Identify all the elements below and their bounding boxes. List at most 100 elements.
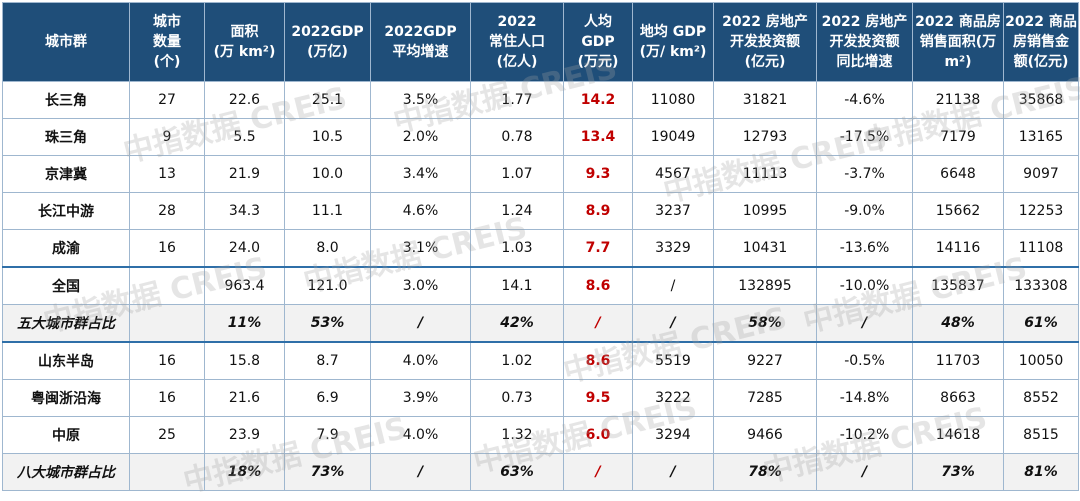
table-cell: 0.78 bbox=[470, 118, 564, 156]
table-cell: -17.5% bbox=[816, 118, 913, 156]
table-cell: 13.4 bbox=[563, 118, 633, 156]
table-cell: 12253 bbox=[1003, 192, 1079, 230]
table-cell: 9227 bbox=[713, 341, 817, 380]
row-label-cell: 八大城市群占比 bbox=[2, 453, 130, 491]
table-cell: / bbox=[816, 453, 913, 491]
table-cell: 27 bbox=[129, 81, 205, 119]
table-cell: 3.1% bbox=[370, 229, 471, 268]
table-cell: 11.1 bbox=[284, 192, 371, 230]
table-cell: 11113 bbox=[713, 155, 817, 193]
table-cell: 14116 bbox=[912, 229, 1004, 268]
column-header-line: 人均 bbox=[584, 14, 612, 30]
column-header-line: (万/ km²) bbox=[639, 44, 707, 60]
table-cell: 25.1 bbox=[284, 81, 371, 119]
table-cell: 3294 bbox=[632, 416, 714, 454]
table-cell: 78% bbox=[713, 453, 817, 491]
table-cell: / bbox=[563, 453, 633, 491]
table-cell: 14618 bbox=[912, 416, 1004, 454]
table-cell: 3.4% bbox=[370, 155, 471, 193]
table-row: 珠三角 9 5.5 10.5 2.0% 0.78 13.4 19049 12793 -17.5% 7… bbox=[2, 118, 1079, 156]
table-cell: 14.1 bbox=[470, 266, 564, 305]
table-cell: 6.0 bbox=[563, 416, 633, 454]
column-header-line: 额(亿元) bbox=[1013, 54, 1069, 70]
table-cell bbox=[129, 304, 205, 343]
table-cell: -9.0% bbox=[816, 192, 913, 230]
table-cell: 25 bbox=[129, 416, 205, 454]
table-cell bbox=[129, 266, 205, 305]
table-cell: 58% bbox=[713, 304, 817, 343]
table-row: 全国 963.4 121.0 3.0% 14.1 8.6/132895 -10.0% 1358… bbox=[2, 266, 1079, 305]
column-header-line: 房销售金 bbox=[1013, 34, 1069, 50]
table-cell: 10050 bbox=[1003, 341, 1079, 380]
row-label-cell: 成渝 bbox=[2, 229, 130, 268]
column-header-line: 2022GDP bbox=[291, 24, 364, 40]
table-cell: 63% bbox=[470, 453, 564, 491]
table-cell: 1.02 bbox=[470, 341, 564, 380]
column-header-0: 城市群 bbox=[2, 2, 130, 82]
row-label-cell: 珠三角 bbox=[2, 118, 130, 156]
column-header-10: 2022 商品房 销售面积(万 m²) bbox=[912, 2, 1004, 82]
table-cell: 15.8 bbox=[204, 341, 285, 380]
table-cell: 4.6% bbox=[370, 192, 471, 230]
table-cell: 24.0 bbox=[204, 229, 285, 268]
table-cell: 28 bbox=[129, 192, 205, 230]
city-cluster-table: 城市群 城市 数量 (个) 面积 (万 km²) 2022GDP (万亿) 2022GDP 平均增… bbox=[2, 2, 1079, 491]
table-cell: 1.07 bbox=[470, 155, 564, 193]
table-cell: 8.6 bbox=[563, 341, 633, 380]
table-cell: 10995 bbox=[713, 192, 817, 230]
column-header-11: 2022 商品 房销售金额(亿元) bbox=[1003, 2, 1079, 82]
table-cell: 10.5 bbox=[284, 118, 371, 156]
table-cell: 73% bbox=[912, 453, 1004, 491]
table-cell: 11108 bbox=[1003, 229, 1079, 268]
table-cell: 81% bbox=[1003, 453, 1079, 491]
column-header-line: (亿元) bbox=[744, 54, 786, 70]
table-cell: 7.9 bbox=[284, 416, 371, 454]
table-cell: 3.9% bbox=[370, 379, 471, 417]
column-header-line: (亿人) bbox=[496, 54, 538, 70]
table-cell: -13.6% bbox=[816, 229, 913, 268]
table-cell: 16 bbox=[129, 229, 205, 268]
header-row: 城市群 城市 数量 (个) 面积 (万 km²) 2022GDP (万亿) 2022GDP 平均增… bbox=[2, 2, 1079, 82]
table-cell: 10431 bbox=[713, 229, 817, 268]
table-cell: 16 bbox=[129, 379, 205, 417]
table-row: 山东半岛 16 15.8 8.7 4.0% 1.02 8.6 5519 9227 -0.5% 117… bbox=[2, 341, 1079, 380]
column-header-7: 地均 GDP (万/ km²) bbox=[632, 2, 714, 82]
column-header-line: 2022 商品 bbox=[1005, 14, 1077, 30]
table-cell: 9 bbox=[129, 118, 205, 156]
table-body: 长三角 27 22.6 25.1 3.5% 1.77 14.2 11080 31821 -4.6%… bbox=[2, 81, 1079, 491]
column-header-4: 2022GDP 平均增速 bbox=[370, 2, 471, 82]
table-cell: -10.0% bbox=[816, 266, 913, 305]
table-row: 中原 25 23.9 7.9 4.0% 1.32 6.0 3294 9466 -10.2% 1461… bbox=[2, 416, 1079, 454]
column-header-line: 2022 bbox=[497, 14, 537, 30]
table-cell: 8515 bbox=[1003, 416, 1079, 454]
column-header-line: 城市 bbox=[153, 14, 181, 30]
column-header-line: 2022GDP bbox=[384, 24, 457, 40]
table-cell: 7285 bbox=[713, 379, 817, 417]
table-cell bbox=[129, 453, 205, 491]
table-row: 成渝 16 24.0 8.0 3.1% 1.03 7.7 3329 10431 -13.6% 141… bbox=[2, 229, 1079, 268]
table-cell: 963.4 bbox=[204, 266, 285, 305]
table-cell: 31821 bbox=[713, 81, 817, 119]
table-cell: 42% bbox=[470, 304, 564, 343]
table-cell: -3.7% bbox=[816, 155, 913, 193]
column-header-6: 人均 GDP (万元) bbox=[563, 2, 633, 82]
table-cell: 15662 bbox=[912, 192, 1004, 230]
table-row: 长三角 27 22.6 25.1 3.5% 1.77 14.2 11080 31821 -4.6%… bbox=[2, 81, 1079, 119]
row-label-cell: 长江中游 bbox=[2, 192, 130, 230]
row-label-cell: 五大城市群占比 bbox=[2, 304, 130, 343]
table-cell: / bbox=[370, 453, 471, 491]
table-cell: / bbox=[632, 266, 714, 305]
table-cell: -0.5% bbox=[816, 341, 913, 380]
table-cell: 7179 bbox=[912, 118, 1004, 156]
table-cell: 5519 bbox=[632, 341, 714, 380]
table-cell: 3.0% bbox=[370, 266, 471, 305]
table-cell: 0.73 bbox=[470, 379, 564, 417]
table-cell: 3237 bbox=[632, 192, 714, 230]
column-header-line: 面积 bbox=[230, 24, 259, 40]
table-cell: 135837 bbox=[912, 266, 1004, 305]
table-cell: 19049 bbox=[632, 118, 714, 156]
column-header-line: 销售面积(万 bbox=[919, 34, 997, 50]
row-label-cell: 山东半岛 bbox=[2, 341, 130, 380]
share-row: 五大城市群占比 11% 53%/42% //58%/48% 61% bbox=[2, 304, 1079, 343]
row-label-cell: 长三角 bbox=[2, 81, 130, 119]
